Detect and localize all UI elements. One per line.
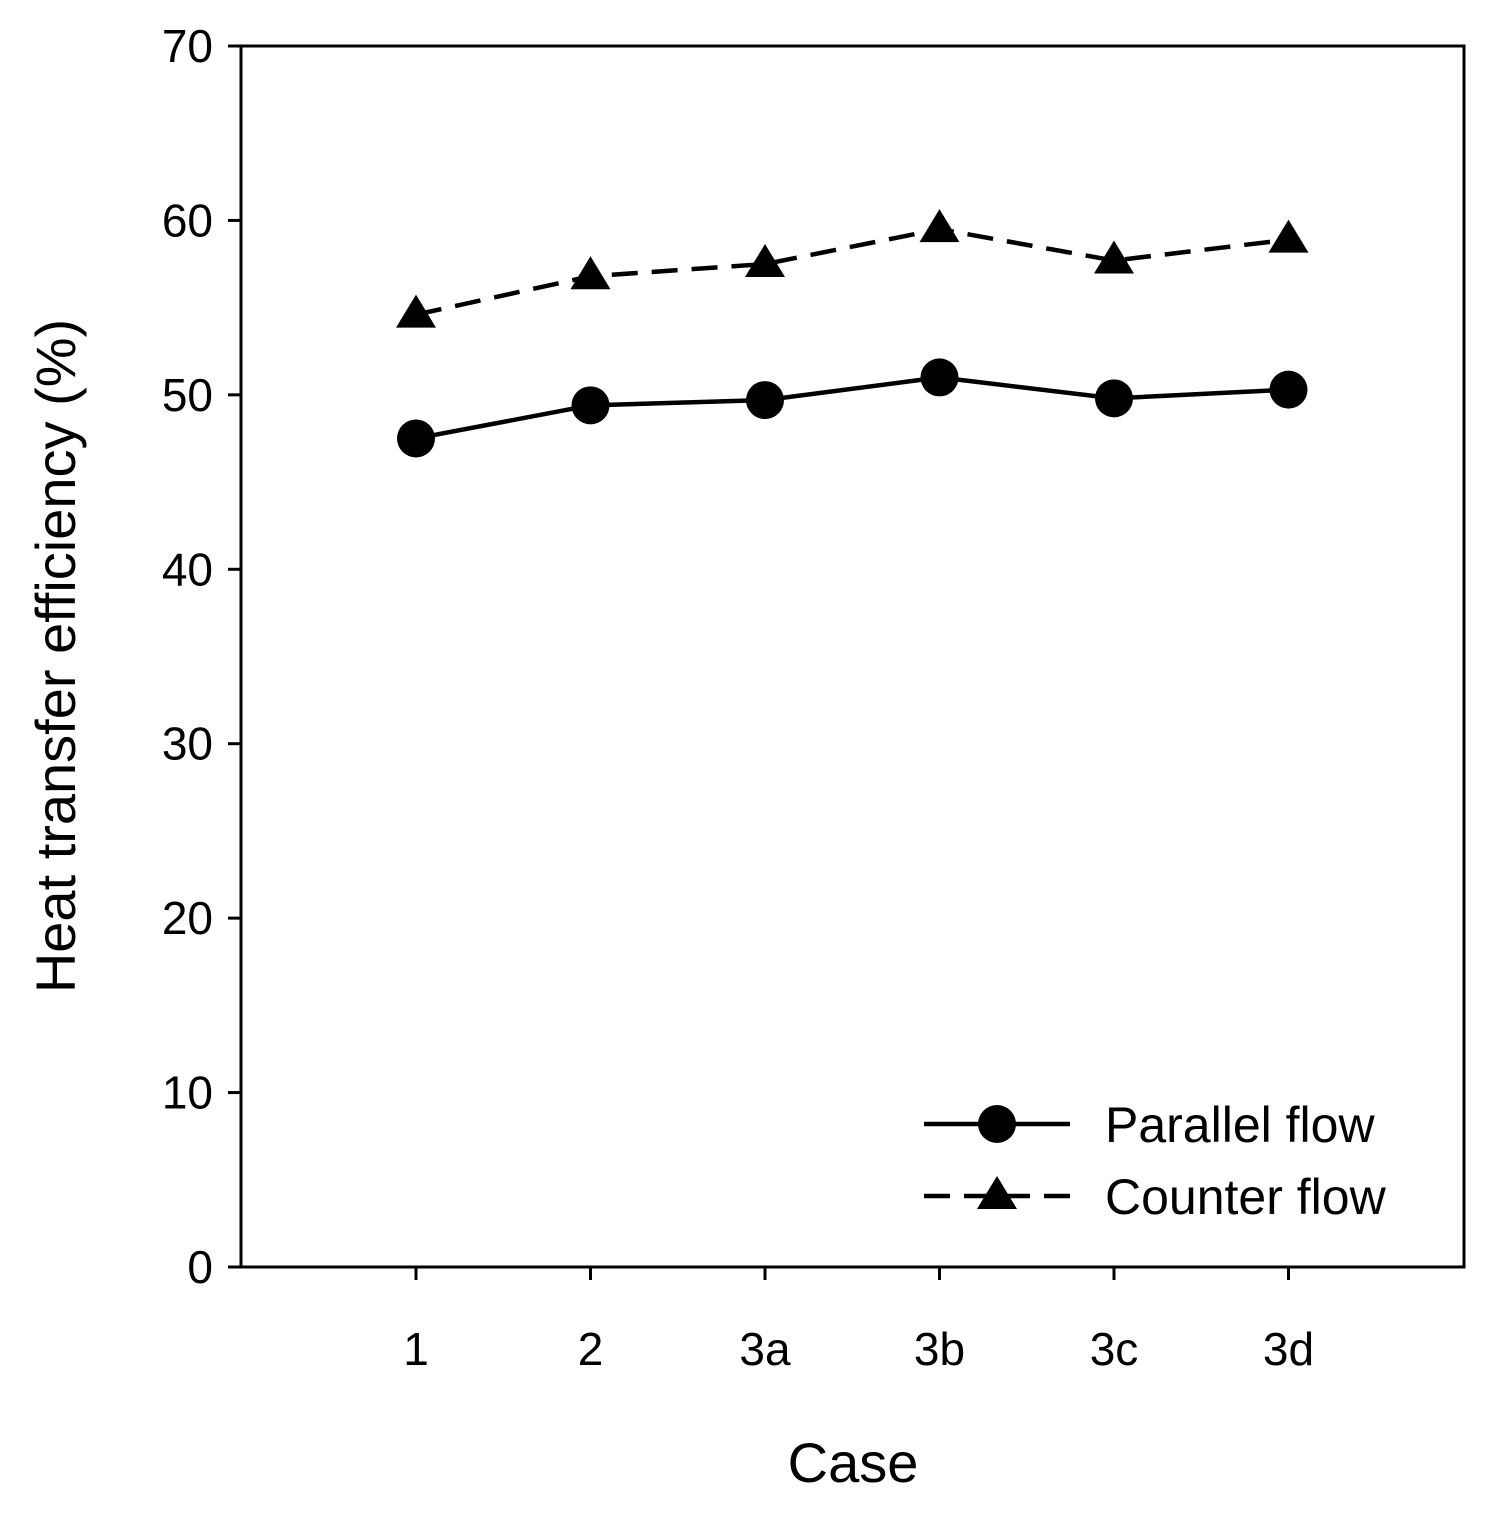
- series-line-counter-flow: [415, 226, 1289, 317]
- point-parallel-flow-3b: [920, 358, 959, 397]
- x-tick-label-3d: 3d: [1263, 1323, 1314, 1375]
- y-tick-label-70: 70: [162, 20, 213, 72]
- x-tick-label-3c: 3c: [1090, 1323, 1139, 1375]
- y-tick-label-50: 50: [162, 369, 213, 421]
- point-parallel-flow-3d: [1269, 370, 1308, 409]
- x-tick-label-3a: 3a: [739, 1323, 791, 1375]
- x-tick-label-3b: 3b: [914, 1323, 965, 1375]
- point-counter-flow-3b: [919, 209, 960, 243]
- point-parallel-flow-3c: [1095, 379, 1133, 418]
- legend: Parallel flow Counter flow: [924, 1097, 1387, 1225]
- y-tick-label-20: 20: [162, 892, 213, 944]
- y-tick-label-10: 10: [162, 1067, 213, 1119]
- legend-marker-counter-flow: [977, 1176, 1017, 1209]
- y-axis-title: Heat transfer efficiency (%): [24, 319, 87, 993]
- legend-label-parallel-flow: Parallel flow: [1105, 1097, 1375, 1153]
- y-tick-label-40: 40: [162, 543, 213, 595]
- legend-marker-parallel-flow: [978, 1105, 1016, 1143]
- point-parallel-flow-1: [397, 419, 435, 458]
- point-parallel-flow-2: [571, 386, 610, 425]
- y-axis: 0 10 20 30 40 50 60 70: [162, 20, 241, 1293]
- point-counter-flow-1: [396, 294, 436, 328]
- series-line-parallel-flow: [415, 375, 1289, 441]
- plot-frame: [239, 44, 1466, 1269]
- series-layer: [396, 209, 1309, 458]
- x-tick-label-1: 1: [403, 1323, 429, 1375]
- point-counter-flow-3d: [1268, 219, 1309, 253]
- x-axis: 1 2 3a 3b 3c 3d: [403, 1267, 1314, 1375]
- legend-label-counter-flow: Counter flow: [1105, 1169, 1387, 1225]
- point-parallel-flow-3a: [746, 381, 784, 420]
- point-counter-flow-2: [570, 256, 611, 290]
- x-axis-title: Case: [788, 1431, 919, 1494]
- point-counter-flow-3a: [745, 244, 785, 278]
- y-tick-label-60: 60: [162, 194, 213, 246]
- y-tick-label-0: 0: [187, 1241, 213, 1293]
- x-tick-label-2: 2: [578, 1323, 604, 1375]
- y-tick-label-30: 30: [162, 718, 213, 770]
- point-counter-flow-3c: [1094, 240, 1134, 274]
